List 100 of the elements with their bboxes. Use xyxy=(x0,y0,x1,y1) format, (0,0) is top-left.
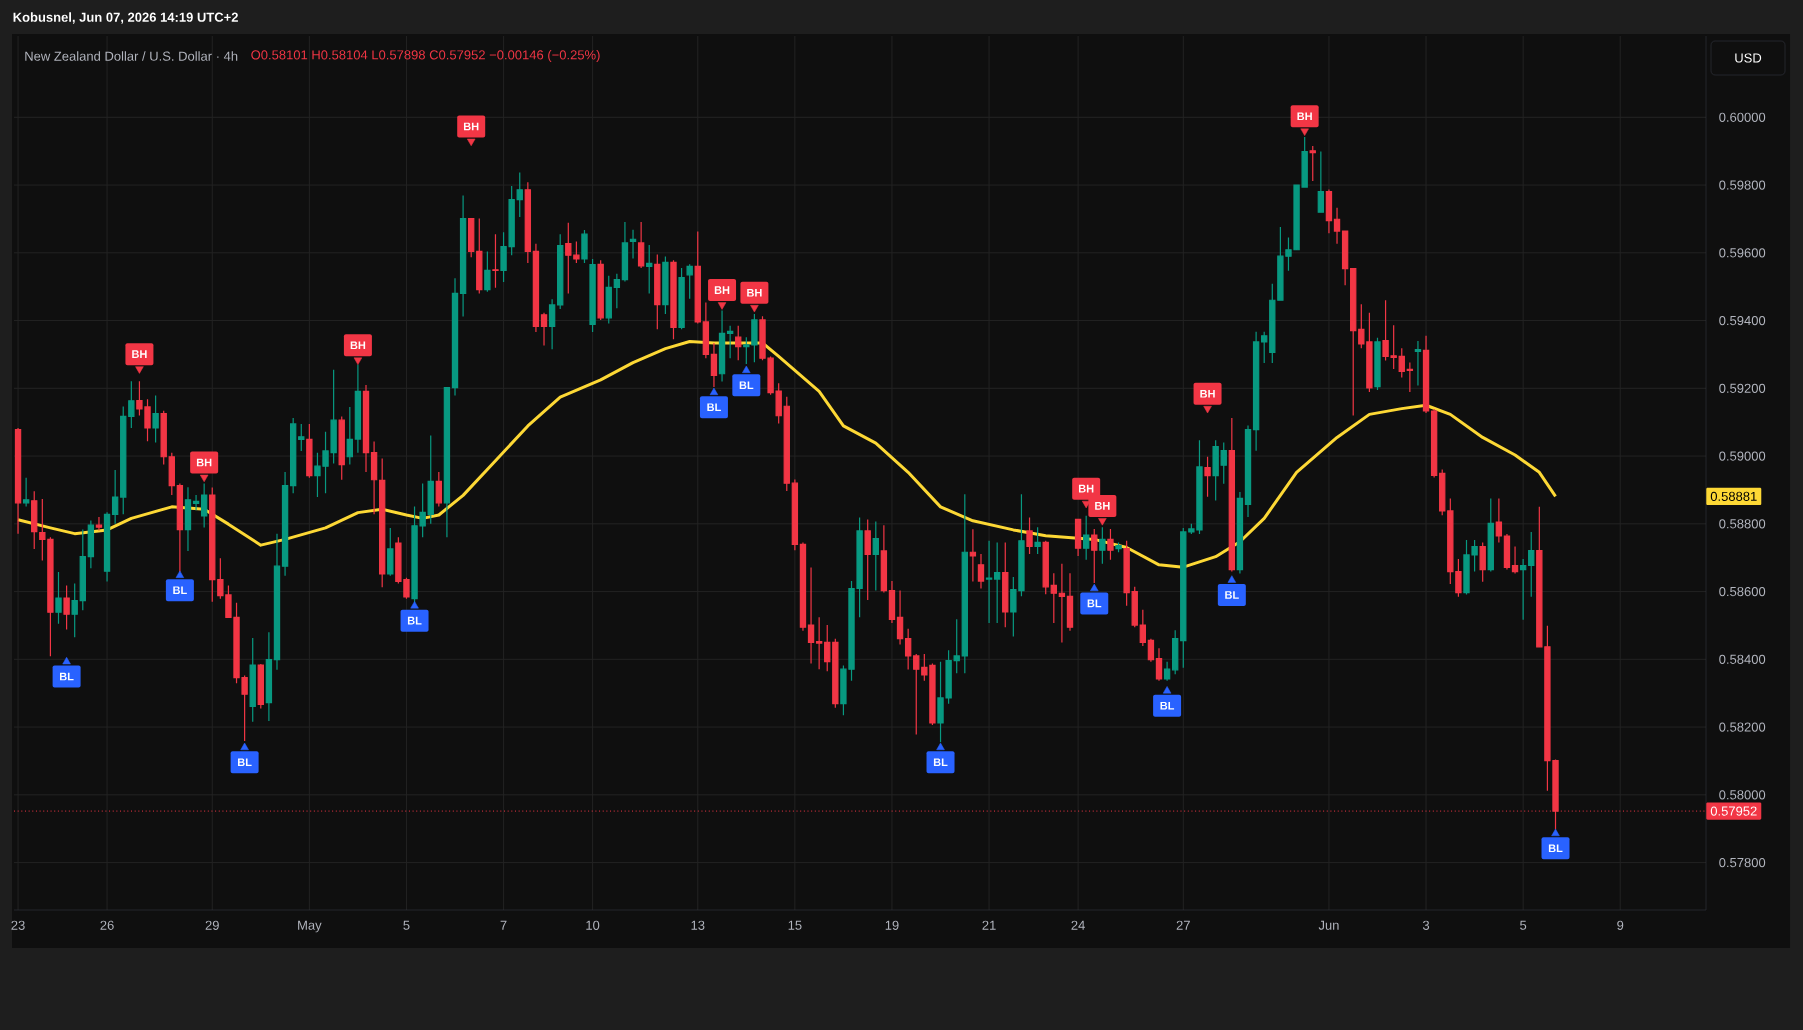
y-tick-label: 0.58800 xyxy=(1719,519,1766,529)
data-label: BH xyxy=(714,286,730,294)
x-tick-label: 27 xyxy=(1176,920,1190,930)
candlestick xyxy=(1115,541,1122,553)
candlestick xyxy=(969,528,977,582)
candlestick xyxy=(1511,545,1519,575)
candlestick xyxy=(637,221,645,269)
data-label: BL xyxy=(238,758,252,767)
text: USD xyxy=(1735,53,1762,63)
x-tick-label: 7 xyxy=(500,920,507,930)
data-label: BH xyxy=(132,350,147,358)
candlestick xyxy=(1091,528,1098,584)
candlestick xyxy=(160,410,167,466)
data-label: BL xyxy=(739,381,754,389)
x-tick-label: Jun xyxy=(1318,920,1339,930)
candlestick xyxy=(87,519,95,569)
candlestick xyxy=(55,571,62,625)
y-tick-label: 0.58000 xyxy=(1719,790,1766,800)
x-tick-label: May xyxy=(298,920,322,933)
candlestick xyxy=(548,298,556,350)
candlestick xyxy=(613,273,621,309)
candlestick xyxy=(1212,439,1219,502)
candlestick xyxy=(735,325,742,361)
candlestick xyxy=(1252,331,1260,452)
candlestick xyxy=(128,380,135,429)
candlestick xyxy=(1155,647,1163,682)
x-tick-label: 24 xyxy=(1071,920,1085,930)
data-label: BL xyxy=(1225,591,1239,599)
data-label: BL xyxy=(59,672,74,681)
text: 0.58881 xyxy=(1710,491,1757,501)
candlestick xyxy=(387,527,394,577)
candlestick xyxy=(306,423,313,479)
x-tick-label: 29 xyxy=(205,920,219,930)
candlestick xyxy=(1074,518,1082,557)
candlestick xyxy=(896,589,904,646)
candlestick xyxy=(192,494,200,511)
y-tick-label: 0.59200 xyxy=(1719,383,1766,393)
data-label: BL xyxy=(933,758,948,767)
data-label: BH xyxy=(1078,484,1094,493)
candlestick xyxy=(1244,424,1252,518)
candlestick xyxy=(1204,456,1211,498)
candlestick xyxy=(1495,497,1503,544)
data-label: BL xyxy=(1087,599,1102,608)
data-label: BH xyxy=(1095,502,1110,510)
candlestick xyxy=(362,384,370,473)
candlestick xyxy=(1414,340,1422,387)
candlestick xyxy=(702,302,710,359)
candlestick xyxy=(31,490,38,550)
data-label: BH xyxy=(1297,112,1312,121)
candlestick xyxy=(686,263,693,300)
candlestick xyxy=(597,259,604,321)
candlestick xyxy=(1309,145,1316,182)
candlestick xyxy=(581,229,588,264)
data-label: BH xyxy=(350,341,366,350)
candlestick xyxy=(993,541,1001,624)
candlestick xyxy=(904,628,912,671)
candlestick xyxy=(1333,207,1341,245)
x-tick-label: 13 xyxy=(691,920,705,930)
candlestick xyxy=(1026,516,1033,555)
candlestick xyxy=(1139,609,1147,647)
candlestick xyxy=(1058,563,1066,643)
candlestick xyxy=(14,427,22,535)
candlestick xyxy=(1398,347,1405,379)
x-tick-label: 26 xyxy=(100,920,114,930)
candlestick xyxy=(872,520,879,592)
candlestick xyxy=(484,250,491,293)
x-tick-label: 10 xyxy=(586,920,600,930)
candlestick xyxy=(815,616,823,670)
candlestick xyxy=(1350,268,1357,417)
candlestick xyxy=(654,253,661,330)
x-tick-label: 21 xyxy=(982,920,996,930)
y-tick-label: 0.59000 xyxy=(1719,451,1766,461)
y-tick-label: 0.58400 xyxy=(1719,654,1766,664)
candlestick xyxy=(913,653,920,736)
candlestick xyxy=(22,477,30,508)
x-tick-label: 3 xyxy=(1422,920,1430,930)
text: Kobusnel, Jun 07, 2026 14:19 UTC+2 xyxy=(13,12,238,24)
data-label: BL xyxy=(1548,844,1563,853)
candlestick xyxy=(1002,541,1009,628)
x-tick-label: 5 xyxy=(403,920,410,930)
x-tick-label: 5 xyxy=(1520,920,1527,930)
candlestick xyxy=(95,516,103,532)
candlestick xyxy=(1317,150,1325,213)
candlestick xyxy=(621,221,629,283)
y-tick-label: 0.59400 xyxy=(1719,315,1766,326)
candlestick xyxy=(516,171,523,218)
data-label: BL xyxy=(173,586,187,594)
candlestick xyxy=(864,518,871,601)
candlestick xyxy=(880,524,888,594)
candlestick xyxy=(1050,572,1057,624)
candlestick xyxy=(249,637,256,723)
candlestick xyxy=(71,582,78,638)
candlestick xyxy=(1487,497,1494,573)
candlestick xyxy=(200,482,208,529)
candlestick xyxy=(273,533,281,671)
candlestick xyxy=(443,387,451,538)
candlestick xyxy=(1479,541,1486,583)
candlestick xyxy=(1325,188,1333,234)
data-label: BL xyxy=(707,403,721,412)
candlestick xyxy=(670,259,677,340)
